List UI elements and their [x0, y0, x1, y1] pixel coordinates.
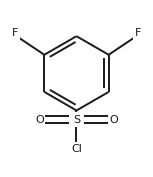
Text: F: F [12, 28, 18, 38]
Text: O: O [35, 115, 44, 125]
Text: Cl: Cl [71, 144, 82, 154]
Text: S: S [73, 115, 80, 125]
Text: O: O [109, 115, 118, 125]
Text: F: F [135, 28, 141, 38]
